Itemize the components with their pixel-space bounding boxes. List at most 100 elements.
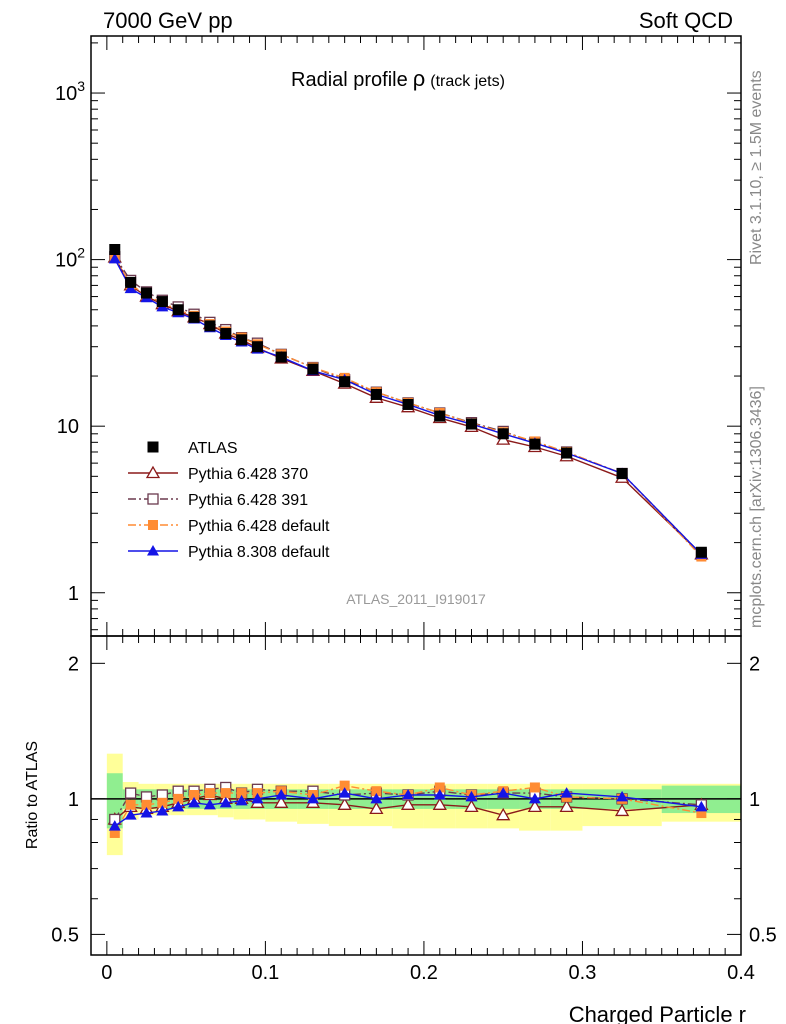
ratio-y-ticks: 0.5 0.5 1 1 2 2	[51, 653, 777, 946]
data-point	[108, 252, 121, 264]
data-point	[497, 787, 510, 798]
x-tick-label: 0.3	[569, 962, 597, 984]
data-point	[529, 782, 540, 793]
legend-label: ATLAS	[188, 440, 238, 457]
data-point	[434, 782, 445, 793]
data-point	[616, 467, 628, 479]
data-point	[307, 363, 319, 375]
data-point	[141, 799, 152, 810]
data-point	[140, 807, 153, 818]
mcplots-label: mcplots.cern.ch [arXiv:1306.3436]	[748, 386, 765, 628]
data-point	[464, 799, 479, 812]
legend-label: Pythia 6.428 default	[188, 518, 330, 535]
data-point	[616, 790, 629, 802]
legend-marker	[147, 441, 159, 453]
legend-marker	[148, 520, 158, 530]
legend-marker	[147, 493, 159, 505]
data-point	[220, 328, 232, 340]
data-point	[339, 780, 350, 791]
data-point	[614, 803, 630, 817]
legend-label: Pythia 6.428 370	[188, 466, 308, 483]
data-point	[219, 796, 232, 808]
plot-title-symbol: ρ	[413, 66, 426, 91]
data-point	[236, 788, 247, 799]
x-tick-label: 0.4	[727, 962, 755, 984]
x-axis-label: Charged Particle r	[569, 1002, 746, 1024]
legend-label: Pythia 6.428 391	[188, 492, 308, 509]
series-line	[114, 257, 702, 558]
data-point	[337, 797, 352, 810]
y-tick-label-exp: 3	[77, 78, 85, 94]
ratio-series-group	[107, 780, 709, 838]
y-tick-label-base: 10	[57, 416, 79, 438]
data-point	[173, 793, 184, 804]
data-point	[434, 410, 446, 422]
header-right-label: Soft QCD	[639, 8, 733, 33]
data-point	[204, 320, 216, 332]
plot-title: Radial profile ρ (track jets)	[291, 66, 505, 91]
data-point	[125, 276, 137, 288]
data-point	[251, 792, 264, 804]
data-point	[560, 787, 573, 798]
data-point	[251, 341, 263, 353]
ratio-y-axis-label: Ratio to ATLAS	[24, 741, 41, 849]
data-point	[527, 799, 543, 812]
y-tick-label: 102	[55, 245, 85, 272]
data-point	[275, 788, 288, 800]
ratio-y-tick-label-left: 2	[68, 653, 79, 675]
data-point	[371, 786, 382, 797]
data-point	[220, 788, 231, 799]
data-point	[306, 792, 319, 804]
x-axis-ticks: 0 0.1 0.2 0.3 0.4	[101, 636, 755, 984]
data-point	[528, 792, 541, 804]
data-point	[156, 296, 168, 308]
data-point	[157, 797, 168, 808]
ratio-y-tick-label-left: 1	[68, 789, 79, 811]
plot-title-main: Radial profile	[291, 69, 408, 91]
y-tick-label-base: 1	[68, 583, 79, 605]
ratio-y-tick-label-right: 1	[749, 789, 760, 811]
y-tick-label-base: 10	[55, 83, 77, 105]
data-point	[189, 789, 200, 800]
main-series-group	[107, 243, 709, 562]
data-point	[561, 447, 573, 459]
data-point	[529, 438, 541, 450]
data-point	[497, 428, 509, 440]
data-point	[496, 807, 511, 821]
legend-label: Pythia 8.308 default	[188, 544, 330, 561]
plot-title-suffix: (track jets)	[430, 73, 505, 90]
ratio-panel	[90, 635, 742, 956]
data-point	[370, 388, 382, 400]
data-point	[172, 800, 185, 812]
legend-item: Pythia 6.428 default	[128, 518, 330, 535]
analysis-label: ATLAS_2011_I919017	[346, 591, 486, 607]
data-point	[338, 787, 351, 798]
ratio-line	[114, 786, 702, 820]
ratio-line	[114, 792, 702, 827]
legend-marker	[147, 545, 159, 556]
data-point	[369, 801, 384, 815]
data-point	[188, 796, 201, 808]
data-point	[370, 792, 383, 804]
data-point	[339, 376, 351, 388]
x-tick-label: 0.2	[410, 962, 438, 984]
x-tick-label: 0	[101, 962, 112, 984]
header-left-label: 7000 GeV pp	[103, 8, 233, 33]
data-point	[124, 809, 137, 820]
series-line	[114, 258, 702, 555]
legend-item: ATLAS	[147, 440, 238, 457]
data-point	[695, 546, 707, 558]
data-point	[275, 351, 287, 363]
data-point	[140, 287, 152, 299]
ratio-line	[114, 794, 702, 821]
data-point	[465, 418, 477, 430]
data-point	[204, 788, 215, 799]
y-tick-label: 1	[68, 583, 79, 605]
data-point	[188, 311, 200, 323]
data-point	[235, 794, 248, 806]
data-point	[125, 799, 136, 810]
ratio-y-tick-label-left: 0.5	[51, 924, 79, 946]
data-point	[402, 398, 414, 410]
legend-marker	[145, 465, 161, 479]
